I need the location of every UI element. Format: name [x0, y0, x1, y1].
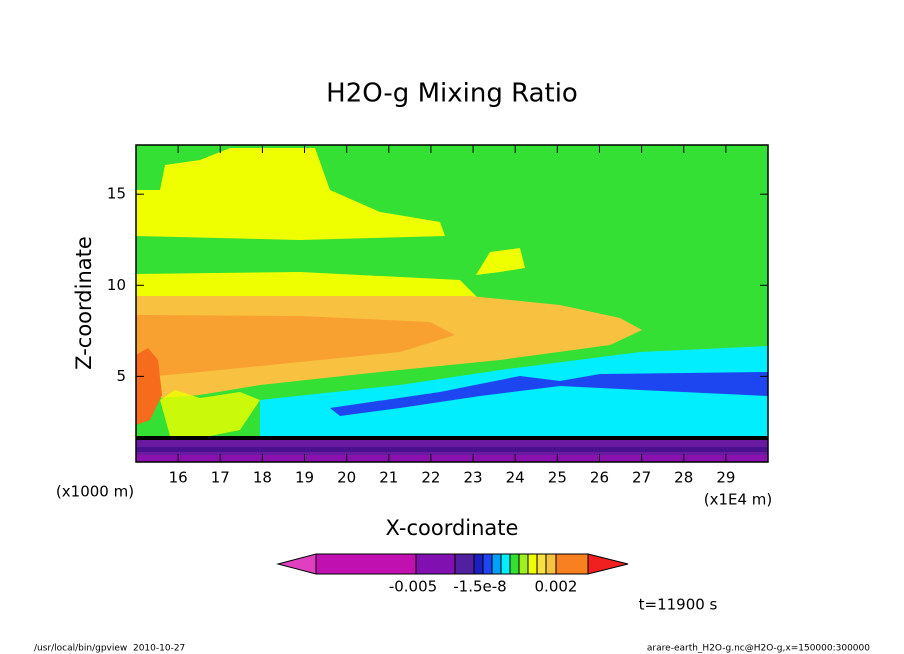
y-tick-label: 15: [107, 185, 126, 203]
colorbar-tick-label: -1.5e-8: [453, 578, 506, 596]
contour-region: [136, 348, 162, 425]
x-tick-label: 22: [421, 469, 440, 487]
colorbar-cell: [555, 553, 589, 575]
x-axis-title: X-coordinate: [386, 516, 519, 540]
colorbar-tick-label: -0.005: [389, 578, 437, 596]
x-tick-label: 29: [716, 469, 735, 487]
contour-region: [476, 248, 525, 275]
colorbar: -0.005 -1.5e-8 0.002: [276, 553, 629, 596]
x-tick-label: 26: [590, 469, 609, 487]
x-tick-label: 16: [169, 469, 188, 487]
x-tick-label: 20: [337, 469, 356, 487]
contour-region: [136, 447, 768, 452]
x-tick-label: 19: [295, 469, 314, 487]
x-tick-label: 17: [211, 469, 230, 487]
x-tick-label: 27: [632, 469, 651, 487]
time-label: t=11900 s: [639, 596, 718, 614]
chart-title: H2O-g Mixing Ratio: [326, 79, 578, 109]
x-unit-label: (x1E4 m): [704, 491, 773, 509]
colorbar-cell: [491, 553, 502, 575]
colorbar-tick-label: 0.002: [535, 578, 578, 596]
colorbar-cell: [473, 553, 484, 575]
colorbar-cell: [536, 553, 547, 575]
contour-region: [136, 272, 560, 300]
contour-field: [136, 145, 768, 462]
y-axis-title: Z-coordinate: [72, 236, 96, 370]
colorbar-cell: [500, 553, 511, 575]
contour-region: [330, 372, 768, 416]
contour-region: [136, 436, 768, 440]
colorbar-cell: [545, 553, 557, 575]
colorbar-cell: [482, 553, 493, 575]
y-unit-label: (x1000 m): [56, 483, 134, 501]
y-tick-label: 10: [107, 276, 126, 294]
y-tick-label: 5: [116, 367, 126, 385]
colorbar-cell: [454, 553, 475, 575]
colorbar-cell: [415, 553, 456, 575]
x-tick-label: 18: [253, 469, 272, 487]
x-tick-label: 24: [506, 469, 525, 487]
plot-frame: [135, 144, 769, 463]
x-tick-label: 25: [548, 469, 567, 487]
x-tick-label: 23: [464, 469, 483, 487]
contour-region: [136, 148, 445, 240]
colorbar-cell: [315, 553, 417, 575]
contour-region: [136, 455, 768, 462]
x-tick-label: 21: [379, 469, 398, 487]
colorbar-cell: [527, 553, 538, 575]
contour-region: [160, 390, 260, 438]
colorbar-end: [587, 553, 629, 575]
colorbar-end: [276, 553, 317, 575]
footer-left: /usr/local/bin/gpview 2010-10-27: [34, 644, 185, 654]
colorbar-cell: [509, 553, 520, 575]
contour-region: [136, 315, 455, 378]
x-tick-label: 28: [674, 469, 693, 487]
colorbar-cell: [518, 553, 529, 575]
footer-right: arare-earth_H2O-g.nc@H2O-g,x=150000:3000…: [647, 644, 870, 654]
